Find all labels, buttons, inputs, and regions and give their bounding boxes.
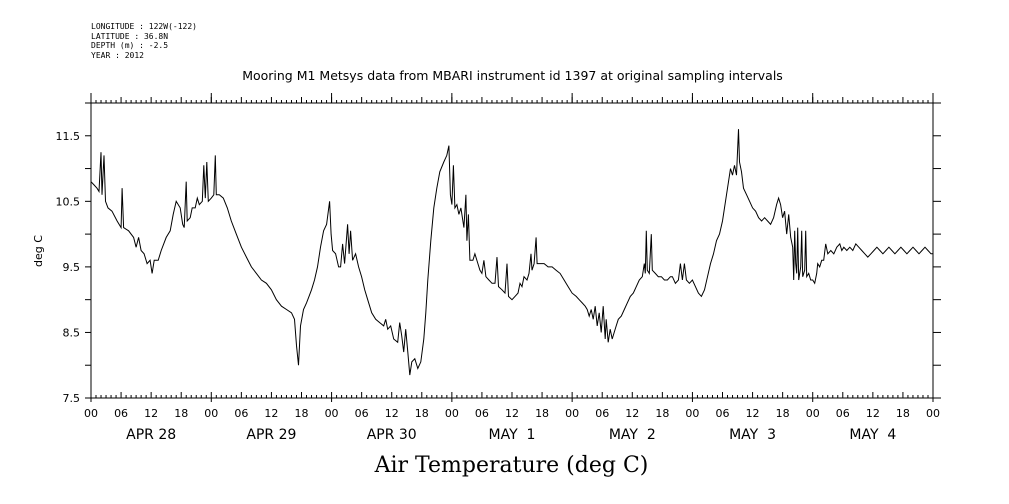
x-day-label: APR 29 [246, 427, 296, 443]
x-day-label: MAY 2 [609, 427, 656, 443]
x-axis-label: Air Temperature (deg C) [374, 453, 649, 478]
x-hour-tick-label: 06 [595, 407, 609, 420]
chart-series [90, 129, 933, 376]
chart-title: Mooring M1 Metsys data from MBARI instru… [242, 68, 783, 83]
x-hour-tick-label: 12 [505, 407, 519, 420]
x-axis-ticks: 00 06 12 18 00 06 12 18 00 06 12 18 00 06 12 18 00 06 12 18… [84, 407, 940, 443]
x-hour-tick-label: 12 [625, 407, 639, 420]
x-hour-tick-label: 06 [355, 407, 369, 420]
latitude-text: LATITUDE : 36.8N [91, 31, 169, 41]
x-hour-tick-label: 12 [746, 407, 760, 420]
x-hour-tick-label: 06 [114, 407, 128, 420]
x-hour-tick-label: 18 [415, 407, 429, 420]
x-hour-tick-label: 06 [836, 407, 850, 420]
x-hour-tick-label: 00 [685, 407, 699, 420]
year-text: YEAR : 2012 [91, 50, 144, 60]
y-tick-label: 11.5 [56, 130, 81, 143]
x-hour-tick-label: 00 [565, 407, 579, 420]
x-day-label: MAY 3 [729, 427, 776, 443]
y-tick-label: 7.5 [63, 392, 81, 405]
x-day-label: MAY 4 [849, 427, 896, 443]
y-tick-label: 10.5 [56, 195, 81, 208]
x-hour-tick-label: 06 [475, 407, 489, 420]
chart-axes [90, 93, 934, 402]
y-axis-ticks: 7.5 8.5 9.5 10.5 11.5 [56, 102, 941, 405]
x-day-label: APR 30 [367, 427, 417, 443]
mooring-metadata: LONGITUDE : 122W(-122) LATITUDE : 36.8N … [91, 22, 197, 60]
longitude-text: LONGITUDE : 122W(-122) [91, 22, 197, 31]
x-hour-tick-label: 00 [445, 407, 459, 420]
x-hour-tick-label: 18 [896, 407, 910, 420]
x-hour-tick-label: 12 [144, 407, 158, 420]
x-hour-tick-label: 00 [806, 407, 820, 420]
x-day-label: MAY 1 [489, 427, 536, 443]
x-hour-tick-label: 00 [926, 407, 940, 420]
x-hour-tick-label: 18 [655, 407, 669, 420]
y-tick-label: 8.5 [63, 326, 81, 339]
x-hour-tick-label: 00 [325, 407, 339, 420]
x-hour-tick-label: 18 [776, 407, 790, 420]
air-temperature-line [90, 129, 933, 376]
x-hour-tick-label: 00 [204, 407, 218, 420]
x-hour-tick-label: 06 [234, 407, 248, 420]
y-tick-label: 9.5 [63, 261, 81, 274]
x-hour-tick-label: 18 [295, 407, 309, 420]
x-hour-tick-label: 12 [385, 407, 399, 420]
plot-frame [90, 102, 934, 399]
x-hour-tick-label: 06 [716, 407, 730, 420]
depth-text: DEPTH (m) : -2.5 [91, 41, 169, 50]
x-hour-tick-label: 18 [174, 407, 188, 420]
x-hour-tick-label: 00 [84, 407, 98, 420]
x-hour-tick-label: 12 [264, 407, 278, 420]
y-axis-label: deg C [32, 235, 45, 267]
x-day-label: APR 28 [126, 427, 176, 443]
x-hour-tick-label: 18 [535, 407, 549, 420]
x-hour-tick-label: 12 [866, 407, 880, 420]
